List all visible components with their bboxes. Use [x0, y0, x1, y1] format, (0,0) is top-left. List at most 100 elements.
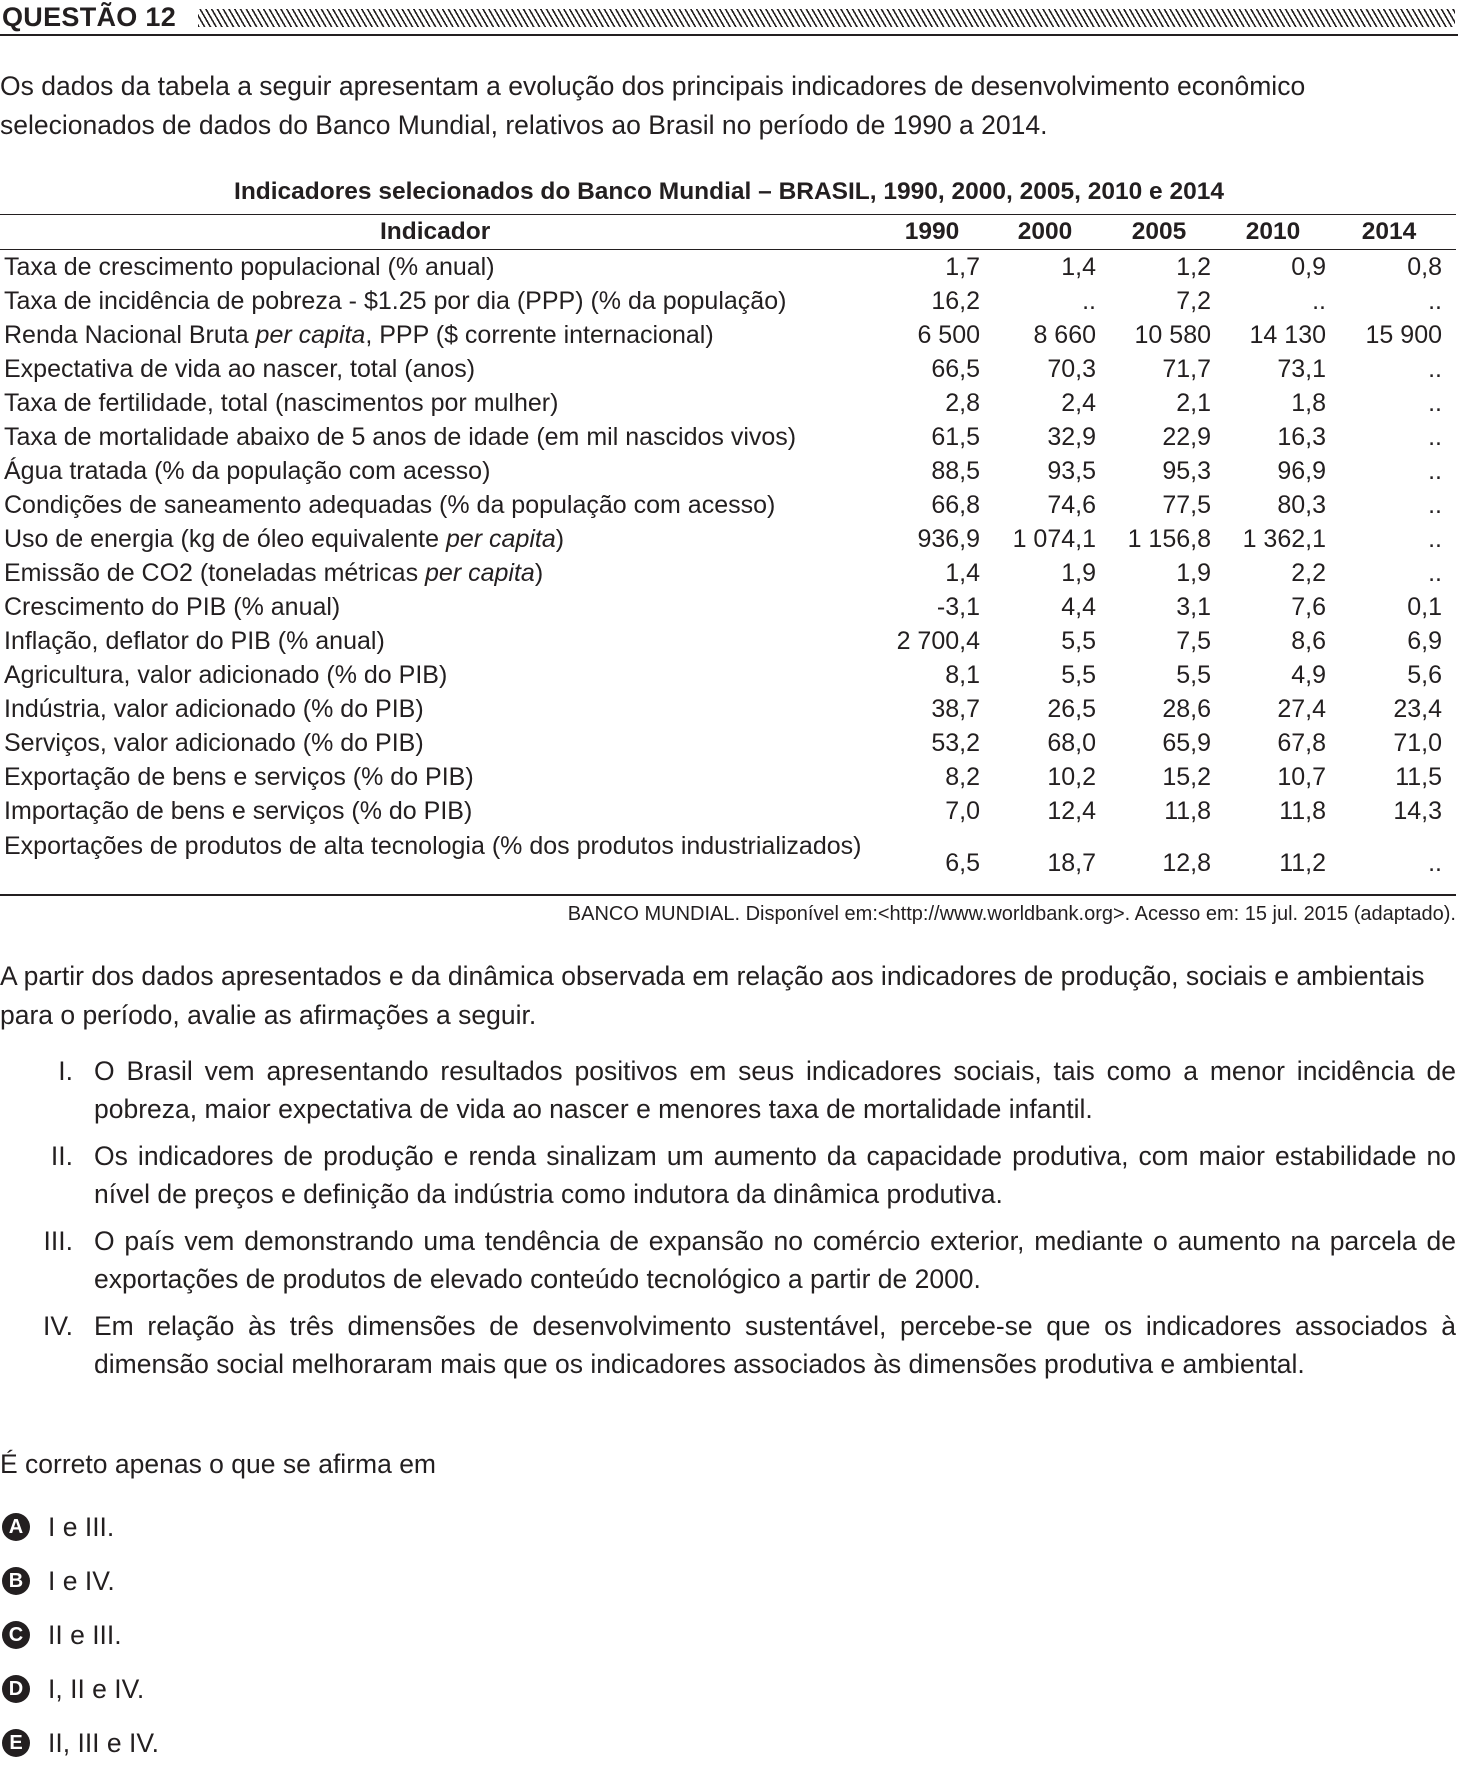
table-row: Uso de energia (kg de óleo equivalente p…	[0, 522, 1456, 556]
value-cell-2010: 0,9	[1291, 253, 1326, 281]
value-cell-1990: 66,8	[931, 491, 980, 519]
value-cell-2014: ..	[1428, 491, 1442, 519]
value-cell-2005: 7,5	[1176, 627, 1211, 655]
header-hatch-decoration	[198, 9, 1455, 27]
statement-numeral: IV.	[43, 1311, 73, 1341]
table-row: Indústria, valor adicionado (% do PIB) 38…	[0, 692, 1456, 726]
option-text: I e III.	[48, 1512, 115, 1542]
value-cell-2014: ..	[1428, 457, 1442, 485]
statement-numeral: II.	[50, 1141, 73, 1171]
value-cell-2014: ..	[1428, 423, 1442, 451]
table-row: Exportação de bens e serviços (% do PIB)…	[0, 760, 1456, 794]
table-row: Taxa de mortalidade abaixo de 5 anos de …	[0, 420, 1456, 454]
value-cell-2005: 15,2	[1162, 763, 1211, 791]
value-cell-2010: 16,3	[1277, 423, 1326, 451]
value-cell-2005: 10 580	[1134, 321, 1211, 349]
value-cell-1990: 2,8	[945, 389, 980, 417]
value-cell-2014: 23,4	[1393, 695, 1442, 723]
table-row: Emissão de CO2 (toneladas métricas per c…	[0, 556, 1456, 590]
value-cell-2014: ..	[1428, 389, 1442, 417]
value-cell-2000: 1,4	[1061, 253, 1096, 281]
indicator-cell: Exportação de bens e serviços (% do PIB)	[4, 763, 474, 791]
lead-paragraph: A partir dos dados apresentados e da din…	[0, 961, 1425, 1030]
value-cell-2005: 1 156,8	[1127, 525, 1211, 553]
value-cell-2005: 7,2	[1176, 287, 1211, 315]
value-cell-2010: ..	[1312, 287, 1326, 315]
value-cell-2014: ..	[1428, 849, 1442, 877]
value-cell-2000: 5,5	[1061, 661, 1096, 689]
table-row: Crescimento do PIB (% anual) -3,1 4,4 3,1 7,…	[0, 590, 1456, 624]
value-cell-2000: 74,6	[1047, 491, 1096, 519]
value-cell-2014: 6,9	[1407, 627, 1442, 655]
value-cell-2010: 11,2	[1279, 849, 1326, 877]
table-row: Condições de saneamento adequadas (% da …	[0, 488, 1456, 522]
value-cell-2010: 80,3	[1277, 491, 1326, 519]
value-cell-1990: 8,1	[945, 661, 980, 689]
value-cell-2010: 27,4	[1277, 695, 1326, 723]
value-cell-2010: 67,8	[1277, 729, 1326, 757]
table-row: Água tratada (% da população com acesso)…	[0, 454, 1456, 488]
option-letter-badge: E	[2, 1729, 30, 1757]
value-cell-1990: 936,9	[917, 525, 980, 553]
header-rule	[0, 34, 1458, 36]
indicator-cell: Serviços, valor adicionado (% do PIB)	[4, 729, 424, 757]
value-cell-1990: 6 500	[917, 321, 980, 349]
value-cell-1990: -3,1	[936, 593, 980, 621]
option-text: I e IV.	[48, 1566, 115, 1596]
value-cell-2014: 71,0	[1393, 729, 1442, 757]
value-cell-2000: 1,9	[1061, 559, 1096, 587]
value-cell-2000: 12,4	[1047, 797, 1096, 825]
value-cell-1990: 16,2	[931, 287, 980, 315]
value-cell-2005: 95,3	[1162, 457, 1211, 485]
header-indicator: Indicador	[380, 218, 491, 245]
value-cell-2000: 4,4	[1061, 593, 1096, 621]
value-cell-2010: 10,7	[1277, 763, 1326, 791]
value-cell-2000: 1 074,1	[1012, 525, 1096, 553]
table-row: Serviços, valor adicionado (% do PIB) 53,…	[0, 726, 1456, 760]
statement-numeral: I.	[58, 1056, 73, 1086]
statement-text: O Brasil vem apresentando resultados pos…	[94, 1056, 1456, 1124]
value-cell-2000: ..	[1082, 287, 1096, 315]
value-cell-2005: 1,9	[1176, 559, 1211, 587]
option-text: II e III.	[48, 1620, 122, 1650]
value-cell-1990: 1,7	[945, 253, 980, 281]
value-cell-2010: 14 130	[1249, 321, 1326, 349]
value-cell-2010: 4,9	[1291, 661, 1326, 689]
question-prompt: É correto apenas o que se afirma em	[0, 1449, 437, 1479]
value-cell-2000: 26,5	[1047, 695, 1096, 723]
value-cell-2000: 68,0	[1047, 729, 1096, 757]
value-cell-1990: 2 700,4	[896, 627, 980, 655]
header-year-2010: 2010	[1245, 218, 1301, 245]
table-row: Inflação, deflator do PIB (% anual) 2 700…	[0, 624, 1456, 658]
value-cell-2010: 96,9	[1277, 457, 1326, 485]
header-year-2014: 2014	[1361, 218, 1417, 245]
statement-numeral: III.	[43, 1226, 73, 1256]
table-row: Agricultura, valor adicionado (% do PIB)…	[0, 658, 1456, 692]
table-row: Expectativa de vida ao nascer, total (an…	[0, 352, 1456, 386]
table-bottom-rule	[0, 894, 1456, 896]
value-cell-2014: ..	[1428, 287, 1442, 315]
value-cell-2010: 2,2	[1291, 559, 1326, 587]
value-cell-2005: 71,7	[1162, 355, 1211, 383]
value-cell-2014: 0,1	[1407, 593, 1442, 621]
value-cell-2010: 7,6	[1291, 593, 1326, 621]
value-cell-2000: 5,5	[1061, 627, 1096, 655]
table-header-row: Indicador 1990 2000 2005 2010 2014	[0, 214, 1456, 250]
statement-text: Os indicadores de produção e renda sinal…	[94, 1141, 1456, 1209]
value-cell-1990: 6,5	[945, 849, 980, 877]
indicator-cell: Exportações de produtos de alta tecnolog…	[4, 832, 862, 860]
value-cell-2000: 2,4	[1061, 389, 1096, 417]
header-year-2000: 2000	[1017, 218, 1073, 245]
value-cell-2005: 22,9	[1162, 423, 1211, 451]
indicator-cell: Inflação, deflator do PIB (% anual)	[4, 627, 385, 655]
value-cell-2000: 93,5	[1047, 457, 1096, 485]
header-year-1990: 1990	[904, 218, 960, 245]
value-cell-2000: 18,7	[1047, 849, 1096, 877]
value-cell-2014: 15 900	[1365, 321, 1442, 349]
table-title: Indicadores selecionados do Banco Mundia…	[234, 178, 1224, 205]
indicator-cell: Renda Nacional Bruta per capita, PPP ($ …	[4, 321, 714, 349]
value-cell-2005: 11,8	[1164, 797, 1211, 825]
table-row: Taxa de fertilidade, total (nascimentos …	[0, 386, 1456, 420]
indicator-cell: Taxa de crescimento populacional (% anua…	[4, 253, 495, 281]
value-cell-2005: 5,5	[1176, 661, 1211, 689]
